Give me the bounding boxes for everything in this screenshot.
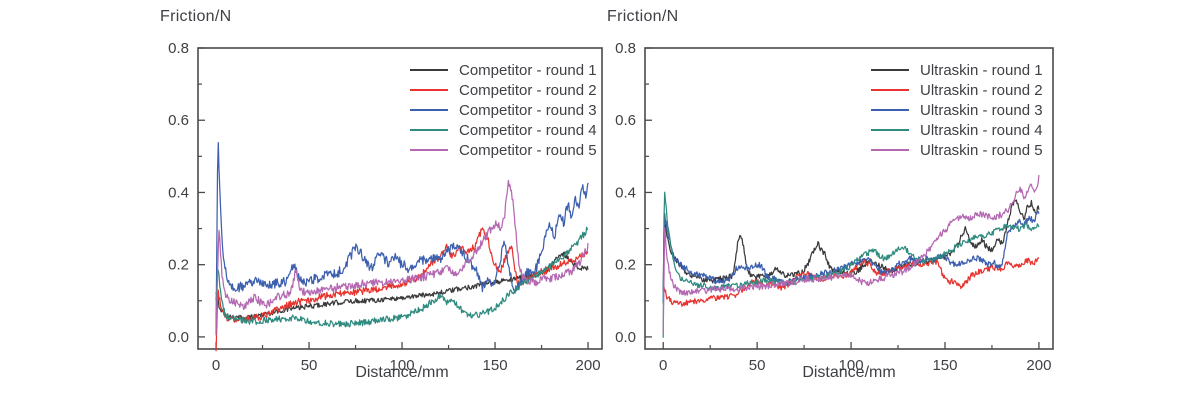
plot-box [197, 47, 603, 350]
x-tick-label: 0 [659, 357, 667, 374]
x-tick-label: 100 [839, 357, 864, 374]
series-line-competitor-round-5 [215, 179, 589, 336]
series-line-ultraskin-round-5 [662, 174, 1040, 335]
series-line-competitor-round-4 [215, 226, 589, 328]
y-tick-label: 0.4 [168, 184, 189, 201]
legend-label: Ultraskin - round 4 [920, 121, 1043, 139]
legend-item: Ultraskin - round 3 [871, 100, 1043, 120]
legend-line-swatch [871, 89, 909, 91]
legend-item: Ultraskin - round 5 [871, 140, 1043, 160]
right-panel-y-axis-title: Friction/N [607, 8, 679, 25]
legend-label: Competitor - round 2 [459, 81, 597, 99]
y-tick-label: 0.8 [168, 40, 189, 57]
x-tick-label: 0 [212, 357, 220, 374]
right-panel-plot-area: 0.0 0.2 0.4 0.6 0.8 0 50 100 150 200 [615, 40, 1054, 374]
right-panel-legend: Ultraskin - round 1 Ultraskin - round 2 Ul… [871, 60, 1043, 160]
y-tick-label: 0.4 [615, 184, 636, 201]
legend-item: Competitor - round 3 [410, 100, 597, 120]
y-tick-label: 0.6 [168, 112, 189, 129]
legend-line-swatch [871, 69, 909, 71]
left-panel-y-axis-title: Friction/N [160, 8, 232, 25]
right-panel-x-axis-title: Distance/mm [802, 364, 896, 381]
x-tick-label: 200 [1026, 357, 1051, 374]
legend-label: Competitor - round 5 [459, 141, 597, 159]
legend-line-swatch [410, 129, 448, 131]
x-tick-label: 200 [576, 357, 601, 374]
series-line-competitor-round-2 [215, 227, 589, 352]
left-panel-x-axis-title: Distance/mm [355, 364, 449, 381]
legend-label: Competitor - round 3 [459, 101, 597, 119]
y-tick-label: 0.6 [615, 112, 636, 129]
x-tick-label: 150 [483, 357, 508, 374]
legend-line-swatch [410, 149, 448, 151]
series-line-ultraskin-round-3 [662, 210, 1040, 304]
x-tick-label: 50 [301, 357, 318, 374]
y-tick-label: 0.2 [615, 257, 636, 274]
y-tick-label: 0.2 [168, 257, 189, 274]
legend-line-swatch [871, 149, 909, 151]
legend-item: Competitor - round 2 [410, 80, 597, 100]
legend-item: Ultraskin - round 4 [871, 120, 1043, 140]
legend-line-swatch [410, 89, 448, 91]
legend-label: Competitor - round 1 [459, 61, 597, 79]
legend-item: Competitor - round 1 [410, 60, 597, 80]
legend-item: Ultraskin - round 2 [871, 80, 1043, 100]
legend-label: Competitor - round 4 [459, 121, 597, 139]
legend-line-swatch [410, 69, 448, 71]
y-tick-label: 0.0 [168, 329, 189, 346]
left-panel-plot-area: 0.0 0.2 0.4 0.6 0.8 0 50 100 150 200 [168, 40, 603, 374]
legend-item: Ultraskin - round 1 [871, 60, 1043, 80]
legend-label: Ultraskin - round 3 [920, 101, 1043, 119]
x-tick-label: 50 [749, 357, 766, 374]
x-tick-label: 150 [932, 357, 957, 374]
legend-line-swatch [871, 129, 909, 131]
y-tick-label: 0.0 [615, 329, 636, 346]
series-line-competitor-round-3 [215, 141, 589, 333]
plot-box [644, 47, 1054, 350]
legend-line-swatch [410, 109, 448, 111]
legend-line-swatch [871, 109, 909, 111]
legend-label: Ultraskin - round 2 [920, 81, 1043, 99]
left-panel-legend: Competitor - round 1 Competitor - round 2… [410, 60, 597, 160]
legend-label: Ultraskin - round 5 [920, 141, 1043, 159]
y-tick-label: 0.8 [615, 40, 636, 57]
legend-item: Competitor - round 4 [410, 120, 597, 140]
x-tick-label: 100 [390, 357, 415, 374]
legend-item: Competitor - round 5 [410, 140, 597, 160]
legend-label: Ultraskin - round 1 [920, 61, 1043, 79]
